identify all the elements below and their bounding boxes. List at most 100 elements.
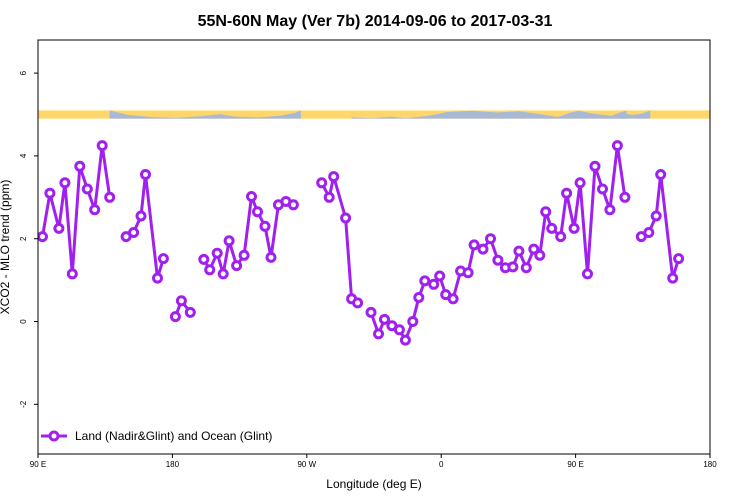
data-point	[673, 253, 685, 265]
data-point	[152, 272, 163, 284]
data-point	[561, 187, 573, 199]
legend-entry-label: Land (Nadir&Glint) and Ocean (Glint)	[75, 429, 272, 443]
data-point	[468, 239, 480, 251]
data-point	[413, 292, 425, 303]
x-tick-label: 90 E	[30, 460, 46, 469]
data-point	[477, 243, 489, 255]
series-line-segment-2	[125, 173, 165, 280]
data-point	[59, 177, 71, 189]
ocean-region-1	[109, 110, 301, 119]
data-point	[407, 316, 419, 327]
data-point	[217, 268, 229, 280]
data-point	[534, 249, 546, 261]
data-point	[184, 306, 196, 318]
x-tick-label: 90 W	[297, 460, 316, 469]
data-point	[434, 270, 446, 282]
data-point	[568, 222, 580, 234]
data-point	[619, 191, 631, 203]
data-point	[38, 231, 48, 243]
data-point	[604, 204, 616, 216]
series-line-segment-6	[369, 144, 627, 342]
data-point	[365, 306, 377, 318]
y-axis: -2 0 2 4 6	[19, 70, 38, 408]
data-point	[323, 191, 335, 203]
data-point	[528, 243, 540, 255]
data-point	[340, 212, 352, 224]
series-line-segment-7	[640, 173, 681, 280]
data-point	[393, 324, 405, 336]
data-point	[352, 297, 364, 309]
data-point	[96, 140, 108, 152]
data-point	[169, 311, 181, 323]
data-point	[419, 275, 431, 287]
data-point	[175, 295, 187, 307]
ocean-region-2	[351, 110, 627, 119]
data-point	[211, 247, 223, 259]
ocean-region-3	[620, 110, 651, 119]
x-tick-label: 180	[166, 460, 180, 469]
data-point	[540, 206, 552, 218]
data-point	[428, 278, 440, 290]
legend: Land (Nadir&Glint) and Ocean (Glint)	[41, 429, 272, 443]
x-tick-label: 0	[439, 460, 444, 469]
x-tick-label: 180	[703, 460, 717, 469]
data-point	[259, 220, 271, 232]
data-point	[287, 199, 299, 211]
data-point	[128, 227, 140, 238]
y-tick-label: 4	[19, 153, 28, 158]
chart-title: 55N-60N May (Ver 7b) 2014-09-06 to 2017-…	[198, 13, 553, 30]
land-ocean-strip	[38, 110, 710, 119]
data-point	[655, 169, 667, 180]
data-point	[74, 160, 86, 172]
data-point	[373, 328, 384, 340]
data-point	[66, 268, 78, 280]
data-point	[231, 260, 243, 272]
series-line-segment-1	[41, 144, 112, 276]
data-point	[447, 293, 459, 305]
legend-marker-swatch	[48, 430, 60, 442]
data-point	[643, 227, 655, 238]
data-point	[198, 253, 210, 265]
data-point	[485, 233, 496, 245]
y-axis-label: XCO2 - MLO trend (ppm)	[0, 180, 12, 315]
y-tick-label: 0	[19, 319, 28, 324]
x-axis-label: Longitude (deg E)	[326, 477, 421, 491]
land-band	[38, 110, 710, 119]
data-point	[44, 187, 56, 199]
data-point	[597, 183, 608, 195]
data-point	[252, 206, 263, 218]
data-point	[316, 177, 328, 189]
data-point	[157, 253, 169, 265]
y-tick-label: 2	[19, 236, 28, 241]
data-point	[574, 177, 586, 189]
data-point	[81, 183, 93, 195]
data-point	[582, 268, 593, 280]
data-point	[513, 245, 525, 257]
data-point	[265, 251, 277, 263]
y-tick-label: 6	[19, 70, 28, 75]
x-tick-label: 90 E	[567, 460, 583, 469]
data-point	[507, 261, 519, 273]
data-point	[555, 231, 567, 243]
data-point	[246, 191, 257, 202]
data-point	[379, 313, 390, 325]
data-point	[399, 334, 411, 346]
data-point	[546, 222, 558, 234]
data-point	[650, 210, 662, 222]
data-point	[328, 171, 340, 183]
series-layer	[38, 140, 685, 346]
data-point	[611, 140, 623, 152]
x-axis: 90 E 180 90 W 0 90 E 180	[30, 454, 717, 469]
data-point	[140, 169, 151, 180]
data-point	[204, 264, 216, 276]
data-point	[520, 262, 532, 274]
data-point	[238, 249, 250, 261]
data-point	[589, 160, 601, 172]
data-point	[667, 272, 679, 284]
plot-frame	[37, 39, 711, 455]
data-point	[135, 210, 147, 222]
data-point	[462, 267, 474, 279]
data-point	[89, 204, 101, 216]
